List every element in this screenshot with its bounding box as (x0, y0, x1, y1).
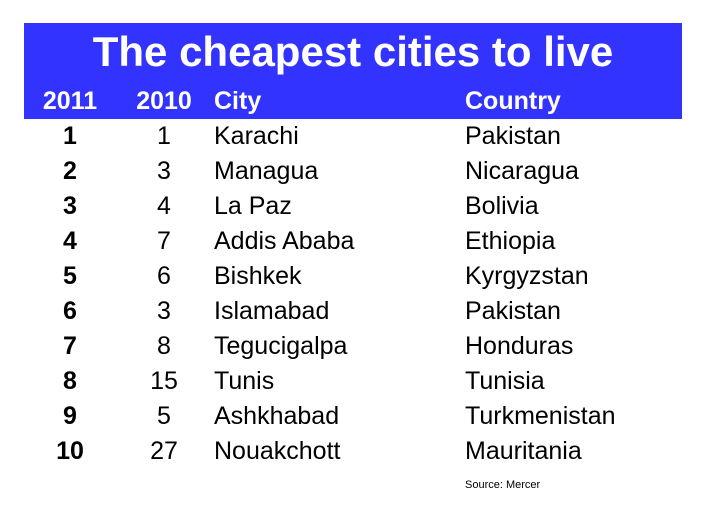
rank-2010-cell: 8 (157, 332, 171, 360)
rank-2011-cell: 8 (63, 367, 77, 395)
table-row: 4 7 Addis Ababa Ethiopia (24, 224, 682, 259)
city-cell: Tegucigalpa (214, 332, 348, 360)
rank-2011-cell: 5 (63, 262, 77, 290)
country-cell: Pakistan (465, 122, 561, 150)
rank-2010-cell: 7 (157, 227, 171, 255)
country-cell: Kyrgyzstan (465, 262, 589, 290)
country-cell: Turkmenistan (465, 402, 616, 430)
table-row: 1 1 Karachi Pakistan (24, 119, 682, 154)
table-row: 7 8 Tegucigalpa Honduras (24, 329, 682, 364)
rank-2011-cell: 1 (63, 122, 77, 150)
country-cell: Pakistan (465, 297, 561, 325)
country-cell: Ethiopia (465, 227, 556, 255)
table-row: 6 3 Islamabad Pakistan (24, 294, 682, 329)
column-header-2010: 2010 (136, 87, 192, 115)
country-cell: Tunisia (465, 367, 545, 395)
rank-2010-cell: 3 (157, 297, 171, 325)
country-cell: Honduras (465, 332, 574, 360)
rank-2011-cell: 7 (63, 332, 77, 360)
rank-2011-cell: 6 (63, 297, 77, 325)
rank-2010-cell: 5 (157, 402, 171, 430)
rank-2010-cell: 27 (150, 437, 178, 465)
rank-2011-cell: 9 (63, 402, 77, 430)
city-cell: Bishkek (214, 262, 302, 290)
rank-2010-cell: 3 (157, 157, 171, 185)
rank-2010-cell: 1 (157, 122, 171, 150)
column-header-2011: 2011 (42, 87, 98, 115)
rank-2011-cell: 3 (63, 192, 77, 220)
rank-2010-cell: 15 (150, 367, 178, 395)
column-header-city: City (214, 87, 262, 115)
table-header-band: The cheapest cities to live 2011 2010 Ci… (24, 23, 682, 119)
city-cell: Managua (214, 157, 319, 185)
city-cell: Addis Ababa (214, 227, 355, 255)
table-row: 3 4 La Paz Bolivia (24, 189, 682, 224)
chart-title: The cheapest cities to live (92, 28, 614, 75)
column-header-country: Country (465, 87, 561, 115)
country-cell: Nicaragua (465, 157, 579, 185)
city-cell: Ashkhabad (214, 402, 340, 430)
country-cell: Bolivia (465, 192, 539, 220)
source-note: Source: Mercer (465, 479, 541, 491)
table-row: 10 27 Nouakchott Mauritania (24, 434, 682, 469)
rank-2010-cell: 4 (157, 192, 171, 220)
country-cell: Mauritania (465, 437, 582, 465)
table-row: 8 15 Tunis Tunisia (24, 364, 682, 399)
table-row: 5 6 Bishkek Kyrgyzstan (24, 259, 682, 294)
city-cell: Islamabad (214, 297, 330, 325)
table-body: 1 1 Karachi Pakistan 2 3 Managua Nicaragua 3 4 La … (24, 119, 682, 469)
city-cell: Nouakchott (214, 437, 341, 465)
rank-2011-cell: 2 (63, 157, 77, 185)
city-cell: La Paz (214, 192, 292, 220)
rank-2011-cell: 4 (63, 227, 77, 255)
rank-2011-cell: 10 (56, 437, 84, 465)
city-cell: Tunis (214, 367, 275, 395)
rank-2010-cell: 6 (157, 262, 171, 290)
city-cell: Karachi (214, 122, 299, 150)
column-header-row: 2011 2010 City Country (24, 86, 682, 116)
table-row: 9 5 Ashkhabad Turkmenistan (24, 399, 682, 434)
table-row: 2 3 Managua Nicaragua (24, 154, 682, 189)
